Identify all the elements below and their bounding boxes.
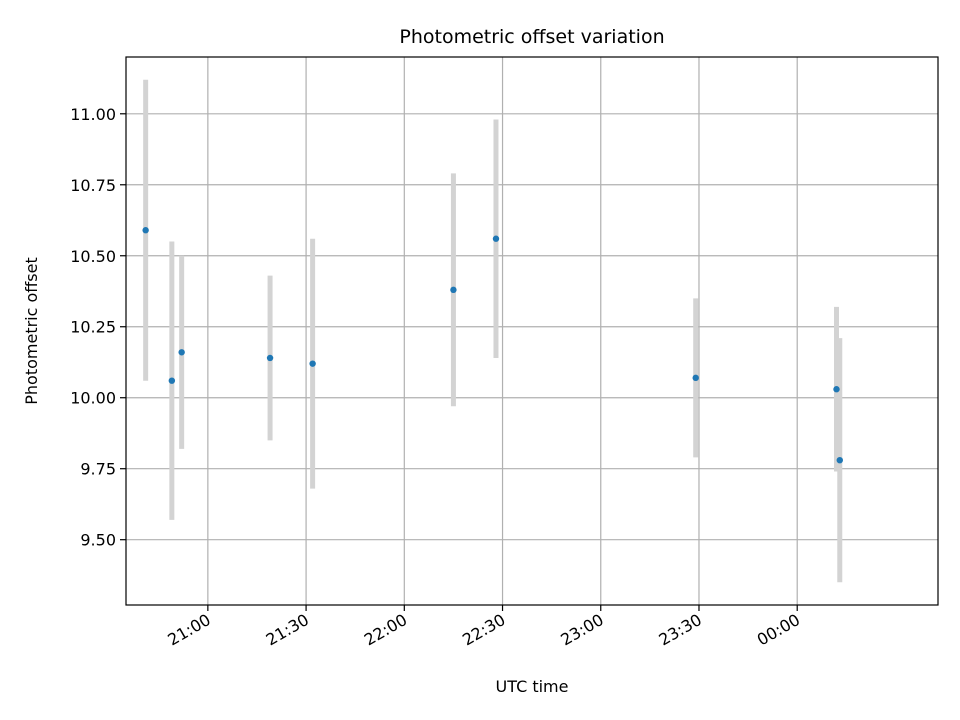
y-tick-label: 10.00 <box>70 389 116 408</box>
data-point <box>692 374 699 382</box>
data-point <box>142 227 149 234</box>
data-point <box>450 286 457 294</box>
y-tick-label: 9.75 <box>80 460 116 479</box>
data-point <box>836 456 843 464</box>
x-axis-label: UTC time <box>496 677 569 696</box>
data-point <box>168 377 176 384</box>
y-tick-label: 10.75 <box>70 176 116 195</box>
data-point <box>178 349 185 356</box>
grid <box>126 57 938 605</box>
chart-title: Photometric offset variation <box>399 26 664 48</box>
y-tick-label: 11.00 <box>70 105 116 124</box>
y-axis-label: Photometric offset <box>22 257 41 405</box>
y-tick-label: 10.50 <box>70 247 116 266</box>
data-point <box>309 360 316 367</box>
y-tick-label: 9.50 <box>80 531 116 550</box>
data-point <box>833 386 840 393</box>
data-point <box>266 354 274 362</box>
data-point <box>492 235 500 242</box>
y-tick-label: 10.25 <box>70 318 116 337</box>
data-points <box>142 227 843 464</box>
y-axis-ticks: 9.50 9.75 10.00 10.25 10.50 10.75 11.00 <box>70 105 126 550</box>
plot-frame <box>125 56 939 606</box>
